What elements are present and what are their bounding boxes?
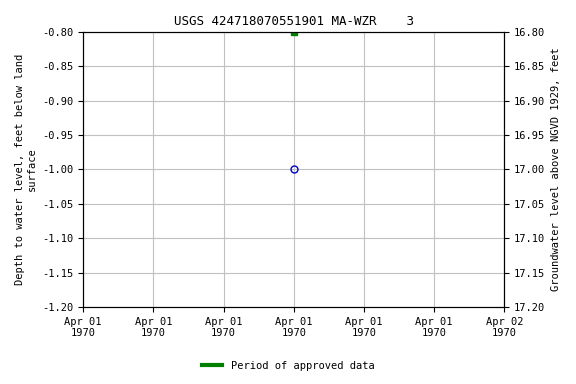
Y-axis label: Depth to water level, feet below land
surface: Depth to water level, feet below land su… bbox=[15, 54, 37, 285]
Y-axis label: Groundwater level above NGVD 1929, feet: Groundwater level above NGVD 1929, feet bbox=[551, 48, 561, 291]
Legend: Period of approved data: Period of approved data bbox=[198, 357, 378, 375]
Title: USGS 424718070551901 MA-WZR    3: USGS 424718070551901 MA-WZR 3 bbox=[174, 15, 414, 28]
